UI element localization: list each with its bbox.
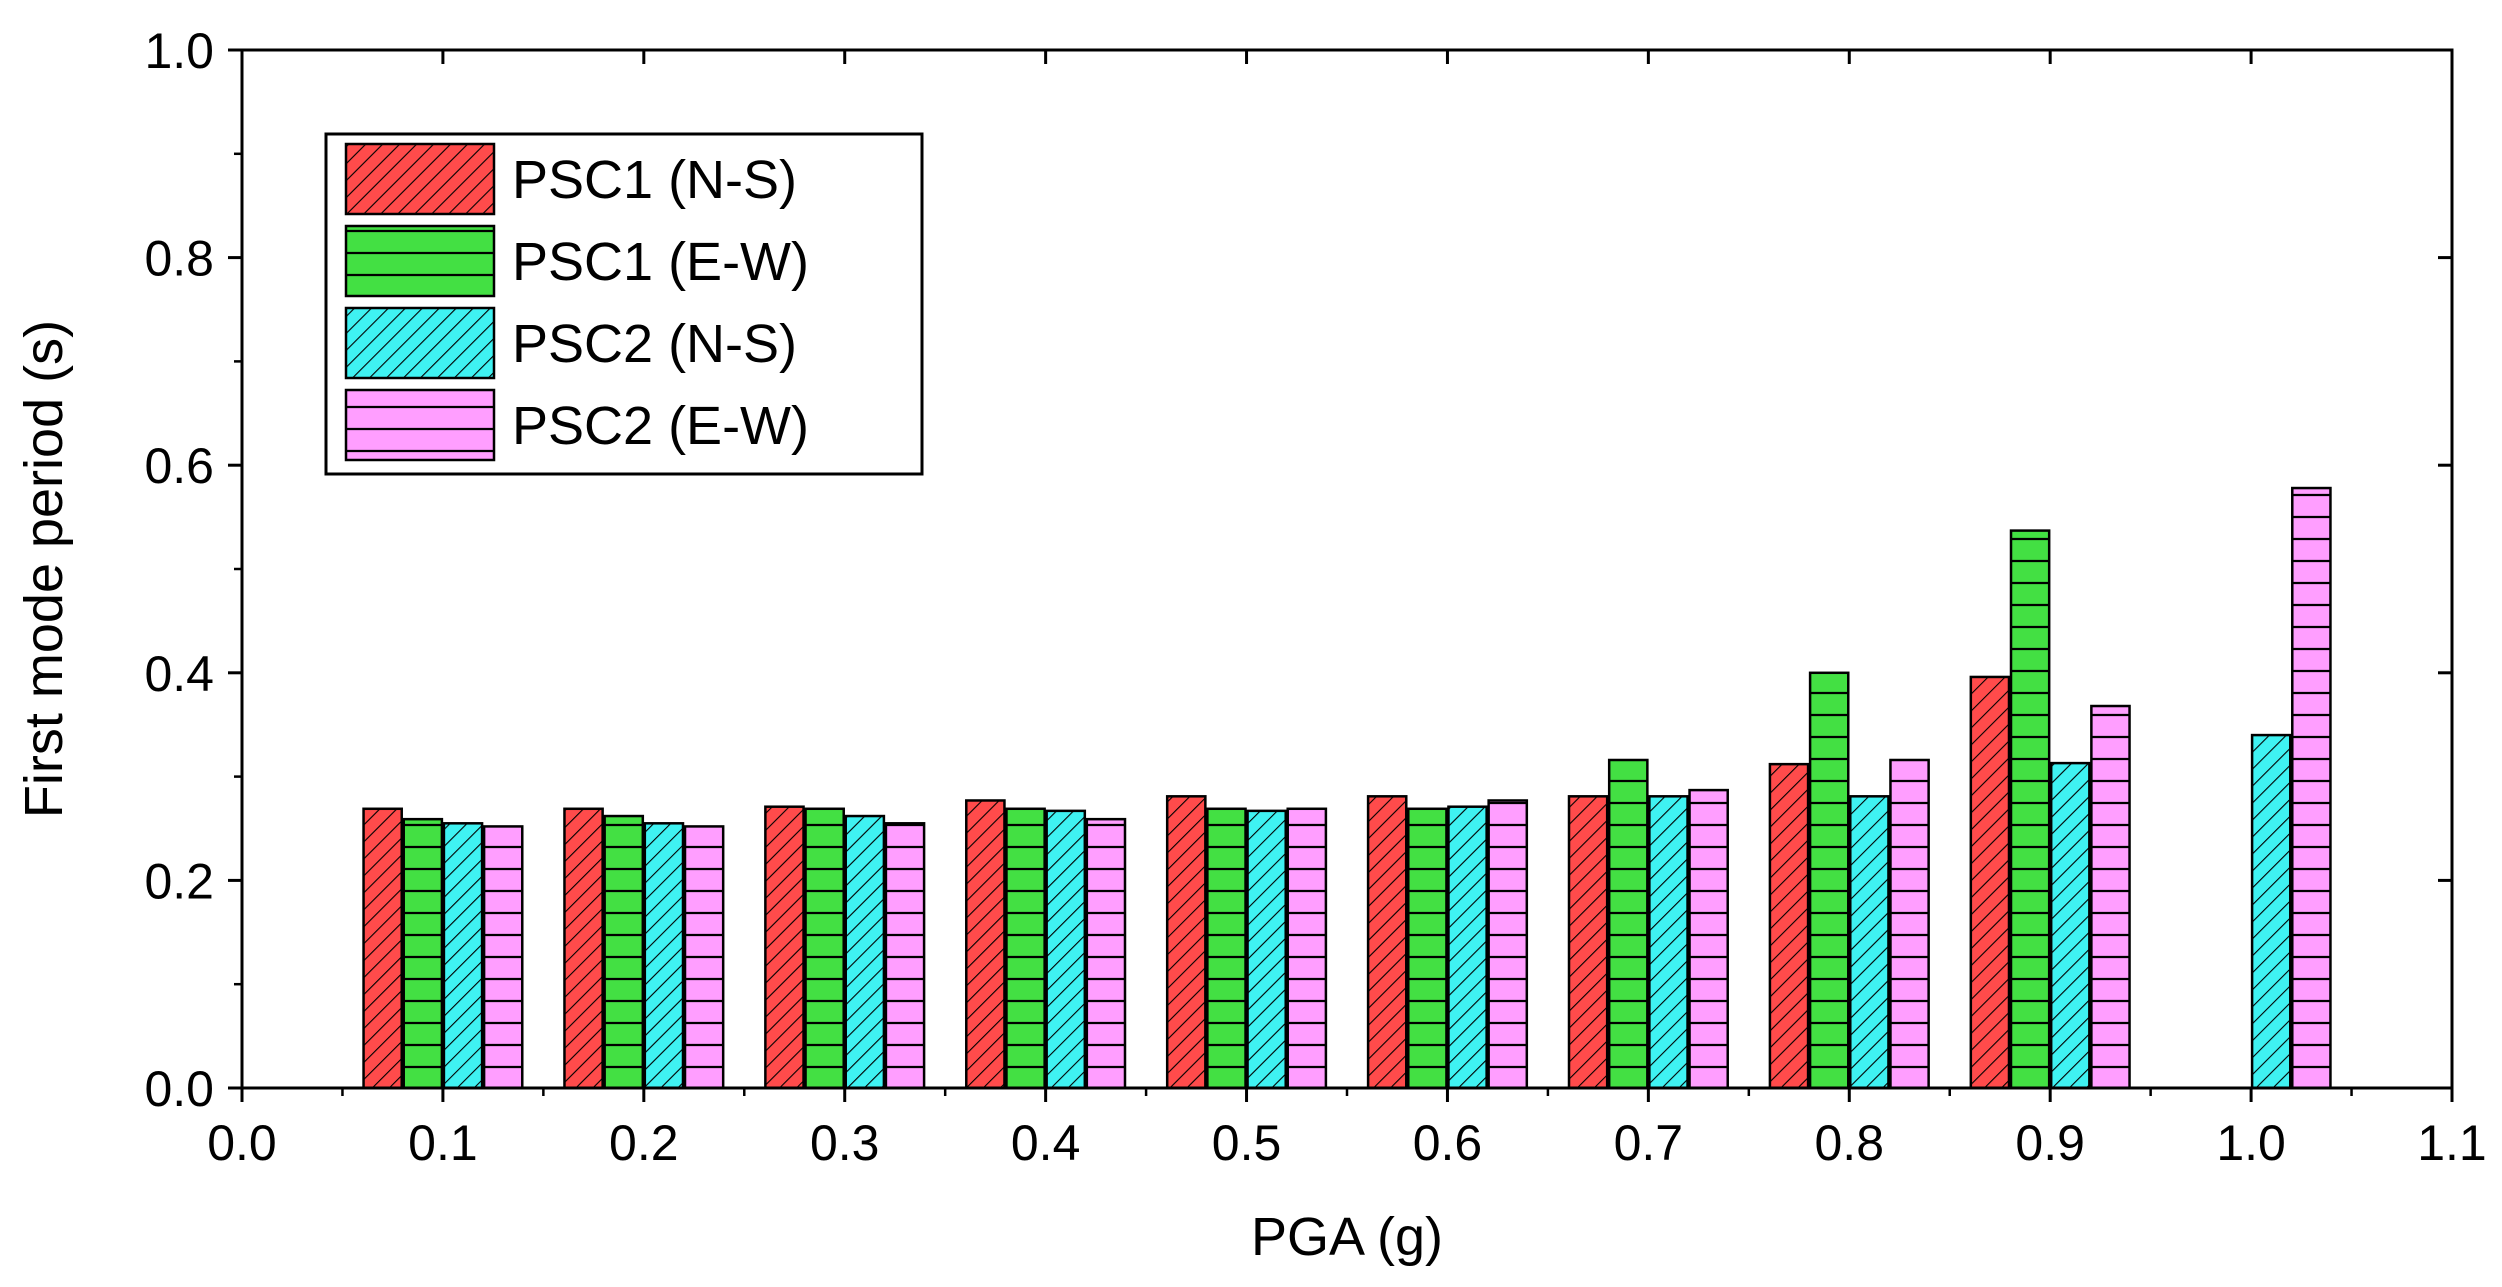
x-tick-label: 1.1 xyxy=(2417,1115,2487,1171)
bar xyxy=(2090,704,2131,1090)
bar xyxy=(362,807,403,1090)
bar xyxy=(2291,486,2332,1090)
bar xyxy=(764,805,805,1090)
y-tick-label: 0.8 xyxy=(144,231,214,287)
bar xyxy=(603,814,645,1090)
bar xyxy=(1206,807,1247,1090)
bar xyxy=(1688,788,1729,1090)
y-axis-title: First mode period (s) xyxy=(14,320,74,818)
y-tick-label: 0.2 xyxy=(144,853,214,909)
x-tick-label: 0.4 xyxy=(1011,1115,1081,1171)
bar xyxy=(1487,799,1529,1090)
legend-item: PSC1 (N-S) xyxy=(344,142,797,216)
legend-label: PSC2 (E-W) xyxy=(512,396,809,456)
y-axis: 0.0 0.2 0.4 0.6 0.8 1.0 xyxy=(144,23,2452,1117)
bar xyxy=(1165,795,1207,1090)
bar xyxy=(1366,795,1408,1090)
bar xyxy=(1648,795,1689,1090)
legend-item: PSC1 (E-W) xyxy=(344,224,809,298)
bar xyxy=(1447,805,1488,1090)
y-tick-label: 0.0 xyxy=(144,1061,214,1117)
bar xyxy=(1005,807,1046,1090)
y-tick-label: 0.6 xyxy=(144,438,214,494)
x-tick-label: 0.5 xyxy=(1212,1115,1282,1171)
x-tick-label: 0.6 xyxy=(1413,1115,1483,1171)
x-tick-label: 0.3 xyxy=(810,1115,880,1171)
bar xyxy=(1607,758,1649,1090)
bar xyxy=(482,825,524,1090)
x-axis-title: PGA (g) xyxy=(1251,1207,1443,1267)
legend-item: PSC2 (N-S) xyxy=(344,306,797,380)
y-tick-label: 0.4 xyxy=(144,646,214,702)
bar xyxy=(1045,809,1087,1090)
x-tick-label: 1.0 xyxy=(2216,1115,2286,1171)
x-tick-label: 0.2 xyxy=(609,1115,679,1171)
x-axis: 0.0 0.1 0.2 0.3 0.4 0.5 0.6 0.7 0.8 0.9 1.0 1.1 xyxy=(207,50,2487,1171)
y-tick-label: 1.0 xyxy=(144,23,214,79)
bar xyxy=(1849,795,1890,1090)
bar xyxy=(1567,795,1609,1090)
bar xyxy=(884,822,926,1090)
bar xyxy=(1969,675,2011,1090)
bar xyxy=(1085,817,1127,1090)
bar xyxy=(804,807,845,1090)
bar xyxy=(442,822,484,1090)
legend-label: PSC1 (N-S) xyxy=(512,150,797,210)
legend-item: PSC2 (E-W) xyxy=(344,388,809,462)
bars-layer xyxy=(362,486,2332,1090)
bar xyxy=(2049,761,2091,1090)
bar xyxy=(402,817,444,1090)
legend: PSC1 (N-S) PSC1 (E-W) PSC2 (N-S) PSC2 (E-W) xyxy=(324,132,924,476)
bar xyxy=(643,822,685,1090)
bar xyxy=(563,807,604,1090)
bar xyxy=(1407,807,1448,1090)
bar xyxy=(683,825,725,1090)
x-tick-label: 0.1 xyxy=(408,1115,478,1171)
bar xyxy=(1286,807,1328,1090)
bar xyxy=(1246,809,1287,1090)
bar xyxy=(2009,529,2051,1090)
legend-label: PSC2 (N-S) xyxy=(512,314,797,374)
x-tick-label: 0.9 xyxy=(2015,1115,2085,1171)
bar xyxy=(2250,733,2292,1090)
bar xyxy=(965,799,1006,1090)
bar xyxy=(1889,758,1930,1090)
x-tick-label: 0.0 xyxy=(207,1115,277,1171)
bar xyxy=(1768,762,1810,1090)
bar xyxy=(844,814,886,1090)
legend-label: PSC1 (E-W) xyxy=(512,232,809,292)
x-tick-label: 0.8 xyxy=(1815,1115,1885,1171)
x-tick-label: 0.7 xyxy=(1614,1115,1684,1171)
bar xyxy=(1808,671,1850,1090)
